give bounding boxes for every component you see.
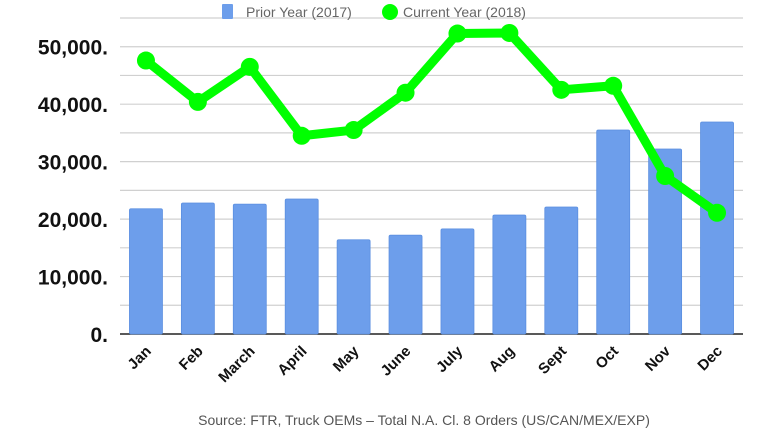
y-tick-label: 50,000. [38,37,108,60]
bar-aug [492,214,527,335]
point-march [240,57,259,76]
point-aug [500,23,519,42]
point-oct [604,76,623,95]
y-tick-label: 0. [90,324,108,347]
point-feb [188,92,207,111]
point-july [448,24,467,43]
point-nov [656,167,675,185]
y-tick-label: 10,000. [38,267,108,290]
x-tick-label: June [378,343,415,380]
x-tick-label: Aug [486,343,519,376]
legend-line-swatch [382,4,398,20]
bar-july [440,228,475,335]
point-jan [136,51,155,70]
point-may [344,121,363,140]
bar-jan [129,208,163,335]
bar-sept [544,206,579,335]
source-note: Source: FTR, Truck OEMs – Total N.A. Cl.… [198,412,650,428]
point-sept [552,80,571,99]
bar-series [129,121,734,335]
line-series [136,23,727,222]
bar-nov [648,148,683,335]
legend: Prior Year (2017) Current Year (2018) [222,4,526,20]
bar-june [388,234,423,335]
y-tick-label: 40,000. [38,94,108,117]
bar-april [284,198,319,335]
x-axis: Jan Feb March April May June July Aug Sept Oct Nov… [124,342,725,386]
x-tick-label: July [433,342,467,376]
legend-bar-swatch [222,4,233,19]
y-axis: 0. 10,000. 20,000. 30,000. 40,000. 50,000. [38,37,108,347]
y-tick-label: 20,000. [38,209,108,232]
legend-label-current: Current Year (2018) [403,4,526,20]
y-tick-label: 30,000. [38,152,108,175]
bar-march [232,203,267,335]
x-tick-label: Dec [694,343,725,374]
x-tick-label: March [215,343,258,386]
bar-oct [596,129,631,335]
point-april [292,126,311,145]
current-year-line [143,28,720,217]
point-june [396,83,415,102]
point-dec [708,203,727,222]
x-tick-label: Jan [124,343,154,373]
x-tick-label: May [330,342,363,375]
legend-label-prior: Prior Year (2017) [246,4,352,20]
bar-may [336,239,371,335]
x-tick-label: Oct [592,343,622,373]
x-tick-label: Nov [642,342,675,375]
x-tick-label: Sept [535,343,570,378]
x-tick-label: April [274,343,310,379]
bar-dec [700,121,734,335]
bar-feb [180,202,215,335]
x-tick-label: Feb [176,343,207,374]
